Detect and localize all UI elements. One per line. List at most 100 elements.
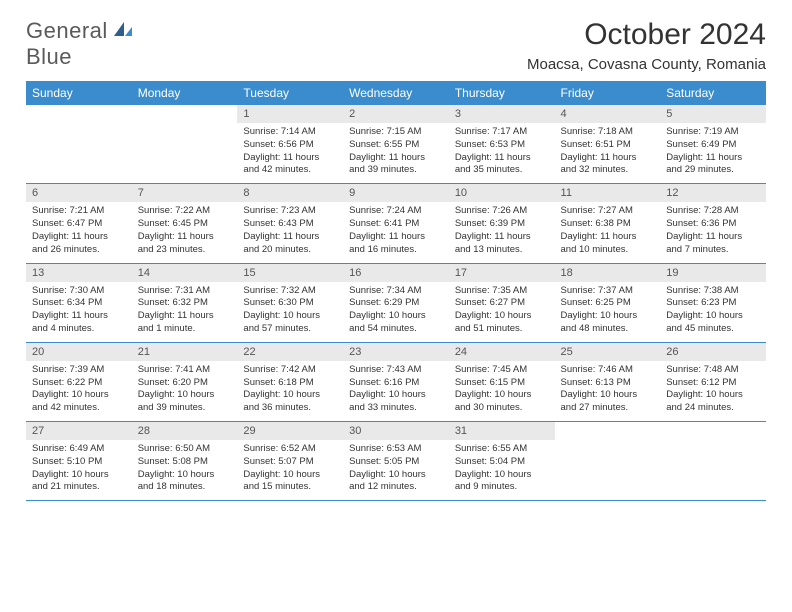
calendar-cell: 23Sunrise: 7:43 AMSunset: 6:16 PMDayligh… (343, 342, 449, 421)
calendar-week-row: 20Sunrise: 7:39 AMSunset: 6:22 PMDayligh… (26, 342, 766, 421)
day-details: Sunrise: 7:22 AMSunset: 6:45 PMDaylight:… (132, 202, 238, 262)
day-number: 14 (132, 264, 238, 282)
sunset-text: Sunset: 6:34 PM (32, 297, 126, 310)
daylight-text: Daylight: 11 hours and 32 minutes. (561, 152, 655, 178)
day-header: Wednesday (343, 81, 449, 105)
sunset-text: Sunset: 6:43 PM (243, 218, 337, 231)
sunset-text: Sunset: 6:32 PM (138, 297, 232, 310)
daylight-text: Daylight: 10 hours and 39 minutes. (138, 389, 232, 415)
day-header: Tuesday (237, 81, 343, 105)
day-number: 30 (343, 422, 449, 440)
day-details: Sunrise: 7:30 AMSunset: 6:34 PMDaylight:… (26, 282, 132, 342)
day-header: Monday (132, 81, 238, 105)
calendar-cell: 26Sunrise: 7:48 AMSunset: 6:12 PMDayligh… (660, 342, 766, 421)
daylight-text: Daylight: 11 hours and 10 minutes. (561, 231, 655, 257)
day-details (132, 111, 238, 169)
day-number: 29 (237, 422, 343, 440)
daylight-text: Daylight: 11 hours and 35 minutes. (455, 152, 549, 178)
day-number: 3 (449, 105, 555, 123)
day-number: 1 (237, 105, 343, 123)
calendar-week-row: 1Sunrise: 7:14 AMSunset: 6:56 PMDaylight… (26, 105, 766, 184)
sunset-text: Sunset: 5:05 PM (349, 456, 443, 469)
daylight-text: Daylight: 10 hours and 27 minutes. (561, 389, 655, 415)
day-header-row: Sunday Monday Tuesday Wednesday Thursday… (26, 81, 766, 105)
calendar-table: Sunday Monday Tuesday Wednesday Thursday… (26, 81, 766, 501)
daylight-text: Daylight: 10 hours and 36 minutes. (243, 389, 337, 415)
calendar-cell (555, 422, 661, 501)
sunset-text: Sunset: 6:13 PM (561, 377, 655, 390)
calendar-cell: 14Sunrise: 7:31 AMSunset: 6:32 PMDayligh… (132, 263, 238, 342)
day-number: 7 (132, 184, 238, 202)
sunrise-text: Sunrise: 7:35 AM (455, 285, 549, 298)
day-details: Sunrise: 7:34 AMSunset: 6:29 PMDaylight:… (343, 282, 449, 342)
day-number: 17 (449, 264, 555, 282)
calendar-cell: 27 Sunrise: 6:49 AMSunset: 5:10 PMDayligh… (26, 422, 132, 501)
calendar-cell: 4Sunrise: 7:18 AMSunset: 6:51 PMDaylight… (555, 105, 661, 184)
calendar-cell: 7Sunrise: 7:22 AMSunset: 6:45 PMDaylight… (132, 184, 238, 263)
day-number: 23 (343, 343, 449, 361)
sunset-text: Sunset: 6:55 PM (349, 139, 443, 152)
sunset-text: Sunset: 6:45 PM (138, 218, 232, 231)
calendar-week-row: 6Sunrise: 7:21 AMSunset: 6:47 PMDaylight… (26, 184, 766, 263)
sunrise-text: Sunrise: 6:49 AM (32, 443, 126, 456)
sunrise-text: Sunrise: 6:52 AM (243, 443, 337, 456)
logo-sail-icon (112, 20, 134, 38)
calendar-cell: 28Sunrise: 6:50 AMSunset: 5:08 PMDayligh… (132, 422, 238, 501)
sunset-text: Sunset: 6:12 PM (666, 377, 760, 390)
sunset-text: Sunset: 6:22 PM (32, 377, 126, 390)
sunrise-text: Sunrise: 7:21 AM (32, 205, 126, 218)
sunrise-text: Sunrise: 7:34 AM (349, 285, 443, 298)
day-details: Sunrise: 7:21 AMSunset: 6:47 PMDaylight:… (26, 202, 132, 262)
sunrise-text: Sunrise: 7:22 AM (138, 205, 232, 218)
calendar-week-row: 27Sunrise: 6:49 AMSunset: 5:10 PMDayligh… (26, 422, 766, 501)
day-header: Friday (555, 81, 661, 105)
daylight-text: Daylight: 11 hours and 29 minutes. (666, 152, 760, 178)
day-details: Sunrise: 7:31 AMSunset: 6:32 PMDaylight:… (132, 282, 238, 342)
calendar-body: 1Sunrise: 7:14 AMSunset: 6:56 PMDaylight… (26, 105, 766, 501)
sunrise-text: Sunrise: 7:15 AM (349, 126, 443, 139)
calendar-cell: 15Sunrise: 7:32 AMSunset: 6:30 PMDayligh… (237, 263, 343, 342)
day-number: 31 (449, 422, 555, 440)
day-header: Sunday (26, 81, 132, 105)
sunrise-text: Sunrise: 7:41 AM (138, 364, 232, 377)
daylight-text: Daylight: 10 hours and 12 minutes. (349, 469, 443, 495)
day-details: Sunrise: 7:39 AMSunset: 6:22 PMDaylight:… (26, 361, 132, 421)
day-details: Sunrise: 7:26 AMSunset: 6:39 PMDaylight:… (449, 202, 555, 262)
day-details (26, 111, 132, 169)
day-details: Sunrise: 7:14 AMSunset: 6:56 PMDaylight:… (237, 123, 343, 183)
calendar-cell: 31Sunrise: 6:55 AMSunset: 5:04 PMDayligh… (449, 422, 555, 501)
calendar-cell: 19Sunrise: 7:38 AMSunset: 6:23 PMDayligh… (660, 263, 766, 342)
daylight-text: Daylight: 11 hours and 42 minutes. (243, 152, 337, 178)
day-number: 8 (237, 184, 343, 202)
day-details: Sunrise: 7:23 AMSunset: 6:43 PMDaylight:… (237, 202, 343, 262)
sunset-text: Sunset: 5:10 PM (32, 456, 126, 469)
day-number: 22 (237, 343, 343, 361)
daylight-text: Daylight: 11 hours and 13 minutes. (455, 231, 549, 257)
sunset-text: Sunset: 6:49 PM (666, 139, 760, 152)
sunset-text: Sunset: 5:04 PM (455, 456, 549, 469)
day-header: Thursday (449, 81, 555, 105)
daylight-text: Daylight: 10 hours and 21 minutes. (32, 469, 126, 495)
day-number: 27 (26, 422, 132, 440)
calendar-cell: 13Sunrise: 7:30 AMSunset: 6:34 PMDayligh… (26, 263, 132, 342)
sunrise-text: Sunrise: 7:23 AM (243, 205, 337, 218)
sunset-text: Sunset: 6:41 PM (349, 218, 443, 231)
calendar-cell: 18Sunrise: 7:37 AMSunset: 6:25 PMDayligh… (555, 263, 661, 342)
sunset-text: Sunset: 6:16 PM (349, 377, 443, 390)
logo-word1: General (26, 18, 108, 43)
day-number: 12 (660, 184, 766, 202)
calendar-week-row: 13Sunrise: 7:30 AMSunset: 6:34 PMDayligh… (26, 263, 766, 342)
calendar-cell: 9Sunrise: 7:24 AMSunset: 6:41 PMDaylight… (343, 184, 449, 263)
logo-word2: Blue (26, 44, 72, 69)
day-number: 28 (132, 422, 238, 440)
sunrise-text: Sunrise: 7:46 AM (561, 364, 655, 377)
day-number: 19 (660, 264, 766, 282)
day-number: 13 (26, 264, 132, 282)
sunrise-text: Sunrise: 7:32 AM (243, 285, 337, 298)
daylight-text: Daylight: 10 hours and 45 minutes. (666, 310, 760, 336)
day-details: Sunrise: 7:15 AMSunset: 6:55 PMDaylight:… (343, 123, 449, 183)
daylight-text: Daylight: 10 hours and 48 minutes. (561, 310, 655, 336)
daylight-text: Daylight: 11 hours and 4 minutes. (32, 310, 126, 336)
sunrise-text: Sunrise: 7:27 AM (561, 205, 655, 218)
sunrise-text: Sunrise: 7:38 AM (666, 285, 760, 298)
